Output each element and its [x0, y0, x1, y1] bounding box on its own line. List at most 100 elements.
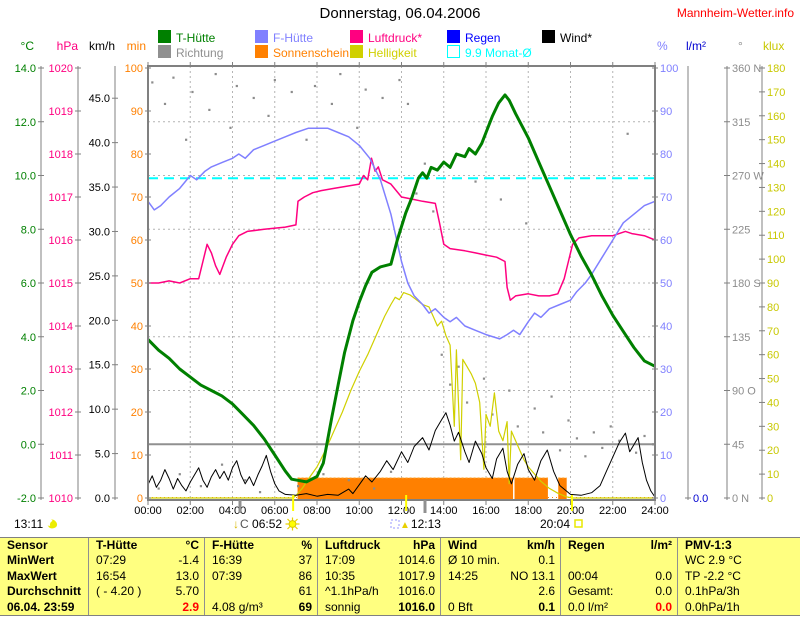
- x-axis-label: 14:00: [430, 505, 458, 517]
- table-cell-label: [89, 600, 96, 615]
- table-row: 0.1hPa/3h: [678, 584, 794, 599]
- axis-label-temperature: 6.0: [21, 278, 36, 290]
- x-axis-label: 06:00: [261, 505, 289, 517]
- axis-label-brightness: 130: [767, 182, 785, 194]
- axis-label-humidity: 80: [660, 149, 672, 161]
- table-cell-value: 69: [298, 599, 312, 614]
- axis-label-direction: 270 W: [732, 171, 764, 183]
- table-row: 06.04. 23:59: [0, 600, 88, 615]
- sunshine-bar: [297, 477, 514, 499]
- table-cell-label: 0.1hPa/3h: [685, 584, 740, 599]
- axis-unit-temperature: °C: [20, 39, 34, 53]
- legend-swatch-icon: [350, 30, 363, 43]
- axis-label-direction: 180 S: [732, 278, 761, 290]
- direction-dot: [220, 463, 224, 466]
- direction-dot: [643, 434, 646, 438]
- moonset-arrow-icon: ↓: [233, 517, 239, 531]
- direction-dot: [178, 473, 181, 476]
- table-cell-label: [561, 553, 568, 568]
- table-cell-value: 1014.6: [398, 553, 435, 568]
- x-axis-label: 22:00: [599, 505, 627, 517]
- x-axis-label: 00:00: [134, 505, 162, 517]
- direction-dot: [305, 138, 308, 141]
- axis-label-temperature: -2.0: [17, 493, 36, 505]
- table-cell-value: 0.1: [538, 599, 555, 614]
- legend-item-f-h-tte: F-Hütte: [255, 30, 313, 45]
- direction-dot: [440, 353, 443, 356]
- table-row: Gesamt: 0.0: [561, 584, 677, 599]
- table-cell-label: ^1.1hPa/h: [325, 584, 379, 599]
- table-cell-value: 37: [298, 553, 312, 568]
- table-cell-value: NO 13.1: [510, 568, 555, 583]
- axis-label-brightness: 10: [767, 469, 779, 481]
- direction-dot: [508, 389, 511, 392]
- table-row: Durchschnitt: [0, 584, 88, 599]
- table-row: sonnig 1016.0: [318, 600, 440, 615]
- table-cell-label: 16:39: [212, 553, 243, 568]
- table-row: 4.08 g/m³ 69: [205, 600, 317, 615]
- direction-dot: [584, 455, 587, 458]
- series-luftdruck: [148, 157, 656, 301]
- series-t-h-tte: [146, 93, 656, 484]
- axis-unit-direction: °: [738, 39, 743, 53]
- axis-label-temperature: 2.0: [21, 386, 36, 398]
- legend-label: Luftdruck*: [368, 31, 423, 45]
- table-header-name: Luftdruck: [325, 538, 381, 552]
- axis-unit-sunshine: min: [126, 39, 146, 53]
- legend-label: Regen: [465, 31, 501, 45]
- direction-dot: [157, 487, 160, 490]
- sunrise-marker: ↓C 06:52: [233, 517, 300, 533]
- axis-label-pressure: 1014: [49, 321, 73, 333]
- axis-unit-rain: l/m²: [686, 39, 706, 53]
- direction-dot: [499, 198, 502, 201]
- x-axis-label: 10:00: [345, 505, 373, 517]
- axis-label-wind: 15.0: [89, 360, 110, 372]
- table-cell-value: 1016.0: [398, 584, 435, 599]
- table-cell-value: 2.6: [538, 584, 555, 599]
- table-row: ^1.1hPa/h 1016.0: [318, 584, 440, 599]
- table-row: 0 Bft 0.1: [441, 600, 560, 615]
- axis-label-wind: 40.0: [89, 138, 110, 150]
- site-link[interactable]: Mannheim-Wetter.info: [676, 6, 794, 20]
- moonrise-marker: 13:11: [14, 517, 59, 533]
- axis-label-brightness: 40: [767, 397, 779, 409]
- table-row: T-Hütte °C: [89, 538, 204, 553]
- solar-noon-marker: ▲12:13: [390, 517, 441, 533]
- table-column: Luftdruck hPa 17:09 1014.6 10:35 1017.9 ^1.1hP…: [317, 538, 440, 615]
- table-cell-label: 16:54: [96, 568, 127, 583]
- legend-swatch-icon: [158, 30, 171, 43]
- table-cell-value: 1016.0: [398, 599, 435, 614]
- axis-label-pressure: 1013: [49, 364, 73, 376]
- axis-label-pressure: 1019: [49, 106, 73, 118]
- legend-swatch-icon: [255, 30, 268, 43]
- axis-label-direction: 45: [732, 439, 744, 451]
- weather-chart: 14.012.010.08.06.04.02.00.0-2.0102010191…: [15, 62, 785, 517]
- direction-dot: [423, 162, 426, 165]
- direction-dot: [601, 446, 604, 450]
- direction-dot: [389, 470, 393, 473]
- axis-label-pressure: 1011: [49, 450, 73, 462]
- direction-dot: [491, 413, 494, 416]
- direction-dot: [330, 102, 333, 106]
- axis-label-sunshine: 10: [131, 450, 143, 462]
- legend-swatch-icon: [350, 45, 363, 58]
- table-cell-label: 00:04: [568, 568, 599, 583]
- x-axis-label: 18:00: [514, 505, 542, 517]
- axis-label-temperature: 10.0: [15, 171, 36, 183]
- axis-label-direction: 315: [732, 117, 750, 129]
- table-row: 16:39 37: [205, 553, 317, 568]
- axis-label-sunshine: 50: [131, 278, 143, 290]
- direction-dot: [618, 439, 621, 442]
- axis-label-direction: 135: [732, 332, 750, 344]
- table-cell-value: 61: [298, 584, 312, 599]
- sunrise-time: 06:52: [252, 517, 283, 531]
- table-row: Wind km/h: [441, 538, 560, 553]
- table-cell-label: 07:29: [96, 553, 127, 568]
- direction-dot: [533, 407, 536, 410]
- legend-label: 9.9 Monat-Ø: [465, 46, 532, 60]
- axis-label-temperature: 0.0: [21, 439, 36, 451]
- table-cell-value: 5.70: [175, 584, 199, 599]
- sunshine-bar: [558, 477, 567, 499]
- axis-unit-wind: km/h: [88, 39, 115, 53]
- direction-dot: [406, 102, 410, 106]
